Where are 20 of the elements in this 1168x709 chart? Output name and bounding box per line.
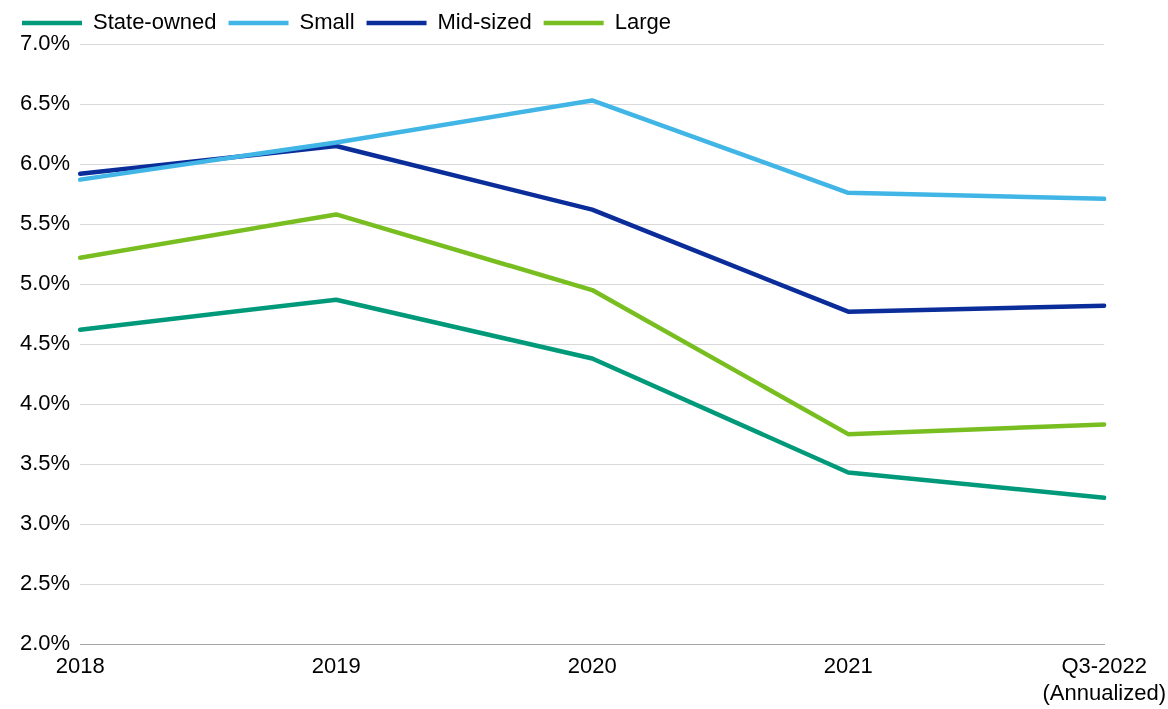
legend-label: Small	[299, 9, 355, 35]
y-tick-label: 7.0%	[19, 30, 71, 56]
y-tick-label: 2.0%	[19, 630, 71, 656]
y-tick-label: 6.0%	[19, 150, 71, 176]
y-tick-label: 2.5%	[19, 570, 71, 596]
legend-label: Mid-sized	[437, 9, 532, 35]
y-tick-label: 3.0%	[19, 510, 71, 536]
x-tick-label: Q3-2022 (Annualized)	[1042, 653, 1166, 705]
y-tick-label: 6.5%	[19, 90, 71, 116]
legend-label: Large	[614, 9, 671, 35]
x-tick-label: 2018	[55, 653, 105, 679]
y-tick-label: 3.5%	[19, 450, 71, 476]
legend-label: State-owned	[93, 9, 217, 35]
x-tick-label: 2019	[311, 653, 361, 679]
y-tick-label: 4.0%	[19, 390, 71, 416]
y-tick-label: 5.5%	[19, 210, 71, 236]
x-tick-label: 2021	[823, 653, 873, 679]
x-tick-label: 2020	[567, 653, 617, 679]
y-tick-label: 5.0%	[19, 270, 71, 296]
y-tick-label: 4.5%	[19, 330, 71, 356]
